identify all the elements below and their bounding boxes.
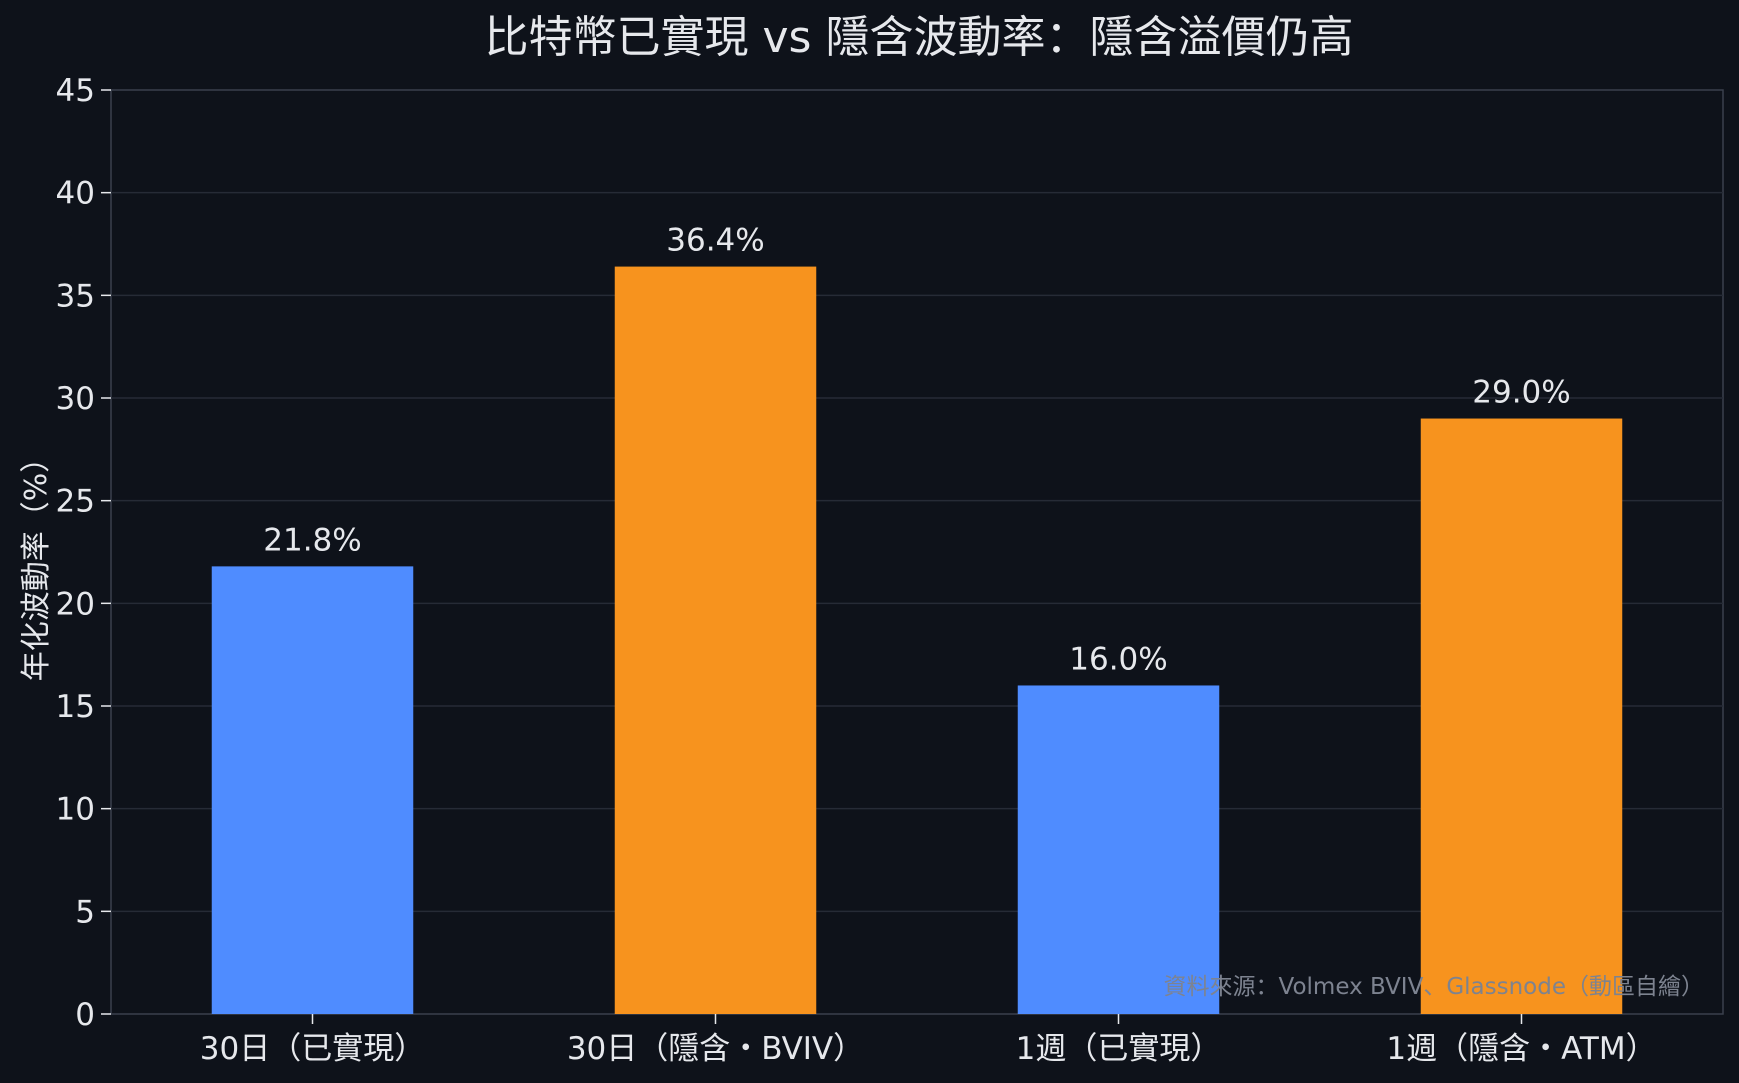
y-axis-title: 年化波動率（%） (19, 443, 54, 682)
y-tick-label: 10 (56, 792, 95, 828)
x-tick-label: 1週（已實現） (1016, 1031, 1222, 1067)
bar (614, 266, 817, 1014)
x-tick-label: 1週（隱含・ATM） (1386, 1031, 1656, 1067)
source-annotation: 資料來源：Volmex BVIV、Glassnode（動區自繪） (1164, 974, 1704, 1000)
chart-title: 比特幣已實現 vs 隱含波動率：隱含溢價仍高 (485, 12, 1354, 63)
bar-value-label: 36.4% (666, 223, 764, 259)
y-tick-label: 20 (56, 586, 95, 622)
x-tick-label: 30日（已實現） (200, 1031, 425, 1067)
y-tick-label: 35 (56, 278, 95, 314)
y-tick-label: 30 (56, 381, 95, 417)
plot-frame (110, 89, 1724, 1015)
y-tick-label: 40 (56, 176, 95, 212)
y-tick-label: 15 (56, 689, 95, 725)
x-tick-label: 30日（隱含・BVIV） (567, 1031, 864, 1067)
bar-value-label: 16.0% (1069, 641, 1167, 677)
axes: 0 5 10 15 20 25 30 35 40 45 30日（已實現） 30日（隱含・BVIV） 1週… (56, 73, 1657, 1067)
bars: 21.8% 36.4% 16.0% 29.0% (211, 223, 1623, 1014)
y-tick-label: 25 (56, 484, 95, 520)
y-tick-label: 5 (75, 894, 95, 930)
bar-value-label: 29.0% (1472, 375, 1570, 411)
bar (211, 566, 414, 1014)
bar-value-label: 21.8% (263, 522, 361, 558)
y-tick-label: 0 (75, 997, 95, 1033)
bar (1017, 685, 1220, 1014)
bar (1420, 418, 1623, 1014)
y-tick-label: 45 (56, 73, 95, 109)
